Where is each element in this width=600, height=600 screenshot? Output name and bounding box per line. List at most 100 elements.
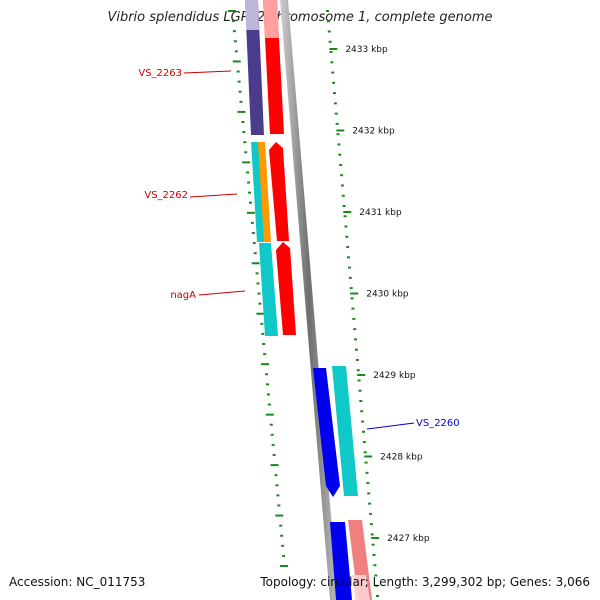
tick-dot: [251, 262, 260, 265]
gene-naga-red[interactable]: [276, 242, 296, 335]
tick-dot: [366, 482, 370, 485]
gene-vs2263-lavender-fade: [245, 0, 259, 30]
gene-vs2262-cyan[interactable]: [251, 142, 265, 242]
tick-dot: [368, 502, 372, 505]
tick-dot: [263, 353, 267, 356]
tick-dot: [368, 512, 372, 515]
tick-dot: [265, 413, 274, 416]
tick-dot: [353, 328, 357, 331]
tick-dot: [374, 574, 378, 577]
tick-label: 2428 kbp: [380, 453, 423, 463]
tick-dot: [327, 30, 331, 33]
tick-dot: [355, 358, 359, 361]
tick-dot: [255, 272, 259, 275]
tick-dot: [347, 266, 351, 269]
tick-dot: [243, 141, 247, 144]
gene-vs2262-orange[interactable]: [258, 142, 271, 242]
label-vs2262[interactable]: VS_2262: [144, 190, 188, 201]
tick-dot: [336, 133, 340, 136]
tick-dot: [281, 544, 285, 547]
tick-dot: [244, 151, 248, 154]
gene-naga-cyan[interactable]: [259, 243, 278, 336]
gene-blue-bottom[interactable]: [330, 522, 352, 600]
tick-dot: [356, 369, 360, 372]
tick-dot: [233, 40, 237, 43]
tick-dot: [334, 112, 338, 115]
tick-dot: [234, 50, 238, 53]
tick-dot: [329, 51, 333, 54]
tick-dot: [276, 494, 280, 497]
tick-dot: [358, 389, 362, 392]
tick-label: 2433 kbp: [345, 45, 388, 55]
tick-dot: [246, 171, 250, 174]
gene-features[interactable]: [245, 0, 372, 600]
tick-dot: [248, 191, 252, 194]
tick-dot: [371, 543, 375, 546]
tick-dot: [338, 153, 342, 156]
tick-dot: [354, 338, 358, 341]
major-tick: [364, 455, 373, 458]
tick-dot: [339, 163, 343, 166]
major-tick: [329, 48, 338, 50]
gene-pink-bottom-fade: [352, 575, 370, 600]
tick-dot: [337, 143, 341, 146]
tick-dot: [275, 484, 279, 487]
label-vs2263[interactable]: VS_2263: [138, 68, 182, 79]
tick-dot: [279, 524, 283, 527]
tick-dot: [344, 225, 348, 228]
tick-dot: [357, 379, 361, 382]
tick-dot: [343, 215, 347, 218]
tick-dot: [267, 403, 271, 406]
tick-dot: [346, 246, 350, 249]
tick-dot: [362, 441, 366, 444]
tick-dot: [271, 443, 275, 446]
label-naga[interactable]: nagA: [170, 290, 196, 301]
tick-dot: [241, 121, 245, 123]
tick-dot: [328, 40, 332, 43]
label-vs2260[interactable]: VS_2260: [416, 418, 460, 429]
gene-vs2260-cyan[interactable]: [332, 366, 358, 496]
tick-dot: [359, 400, 363, 402]
tick-dot: [335, 122, 339, 125]
tick-dot: [265, 383, 269, 386]
tick-dot: [251, 232, 255, 234]
tick-label: 2429 kbp: [373, 371, 416, 381]
tick-dot: [257, 292, 261, 295]
gene-labels[interactable]: VS_2263 VS_2262 nagA VS_2260: [138, 68, 460, 430]
gene-red-mid[interactable]: [269, 142, 289, 241]
tick-dot: [260, 322, 264, 325]
tick-dot: [352, 317, 356, 320]
right-dot-track: [326, 10, 379, 597]
major-tick: [336, 129, 345, 132]
tick-dot: [349, 287, 353, 290]
tick-dot: [236, 70, 240, 73]
tick-dot: [239, 100, 243, 103]
tick-dot: [365, 471, 369, 474]
tick-dot: [347, 256, 351, 259]
tick-dot: [237, 110, 246, 113]
major-tick: [357, 374, 366, 376]
tick-dot: [275, 514, 284, 517]
tick-dot: [270, 433, 274, 436]
tick-dot: [341, 194, 345, 197]
tick-dot: [372, 553, 376, 556]
accession-text: Accession: NC_011753: [9, 575, 146, 589]
tick-dot: [350, 297, 354, 300]
tick-dot: [269, 423, 273, 426]
gene-vs2263-lavender[interactable]: [245, 0, 264, 135]
tick-dot: [228, 10, 236, 12]
tick-dot: [376, 595, 379, 597]
tick-dot: [326, 20, 330, 23]
tick-dot: [231, 20, 235, 23]
tick-dot: [232, 30, 236, 33]
tick-dot: [360, 410, 364, 413]
tick-dot: [340, 174, 344, 177]
tick-dot: [333, 92, 337, 95]
gene-vs2260-blue[interactable]: [313, 368, 340, 497]
tick-dot: [333, 102, 337, 105]
tick-dot: [242, 161, 251, 164]
tick-dot: [262, 343, 266, 345]
tick-dot: [280, 565, 288, 567]
gene-red-top-fade: [263, 0, 279, 38]
